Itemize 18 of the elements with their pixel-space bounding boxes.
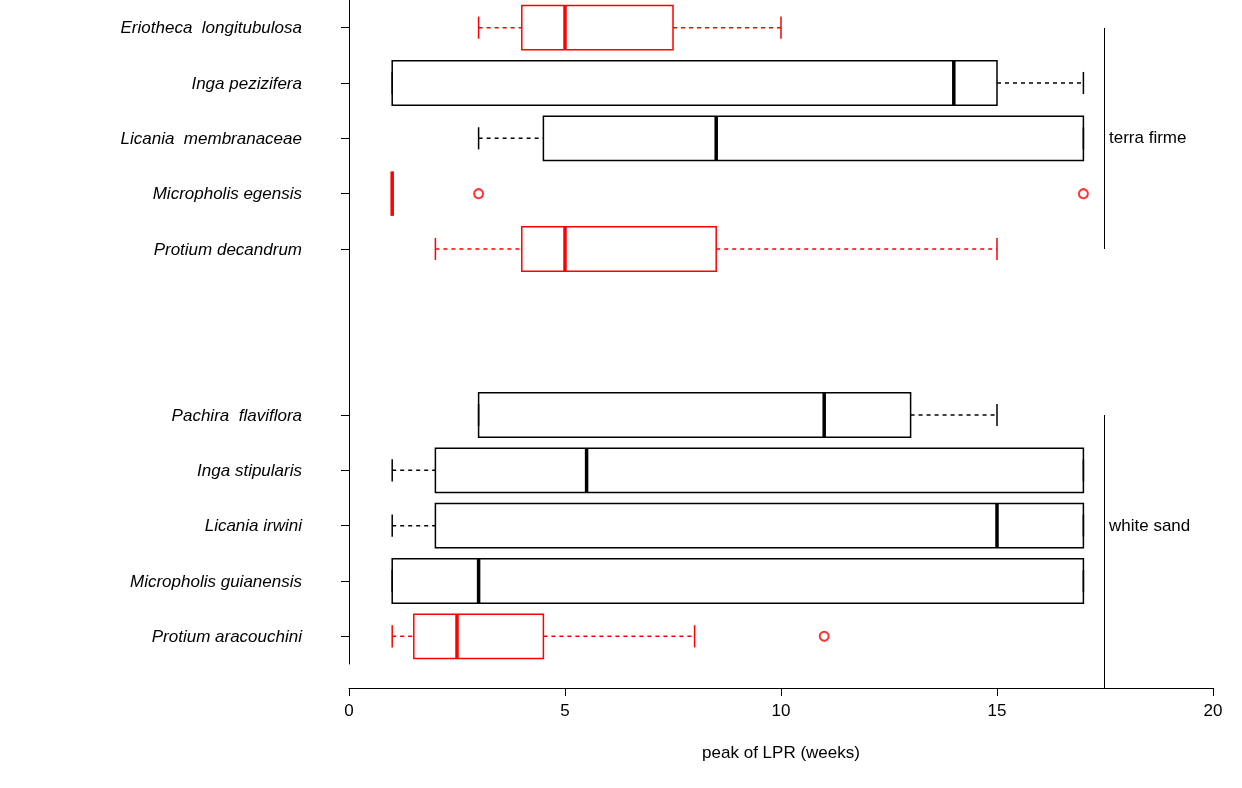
- y-tick-label: Pachira flaviflora: [171, 405, 302, 425]
- annotation: terra firme: [1109, 127, 1187, 150]
- annotation: white sand: [1109, 514, 1191, 537]
- y-tick-label: Protium aracouchini: [151, 626, 304, 646]
- x-axis-title: peak of LPR (weeks): [702, 743, 860, 762]
- y-tick-label: Eriotheca longitubulosa: [120, 18, 302, 38]
- y-tick-label: Micropholis guianensis: [130, 571, 303, 591]
- y-tick-label: Micropholis egensis: [152, 184, 303, 204]
- y-tick-label: Inga pezizifera: [191, 73, 302, 93]
- x-tick-label: 20: [1203, 701, 1223, 720]
- y-tick-label: Inga stipularis: [197, 460, 303, 480]
- y-tick-label: Protium decandrum: [153, 239, 302, 259]
- x-tick-label: 0: [344, 701, 354, 720]
- x-tick-label: 15: [987, 701, 1007, 720]
- y-tick-label: Licania membranaceae: [120, 128, 302, 148]
- x-tick-label: 10: [771, 701, 791, 720]
- y-tick-label: Licania irwini: [204, 516, 304, 536]
- x-tick-label: 5: [560, 701, 570, 720]
